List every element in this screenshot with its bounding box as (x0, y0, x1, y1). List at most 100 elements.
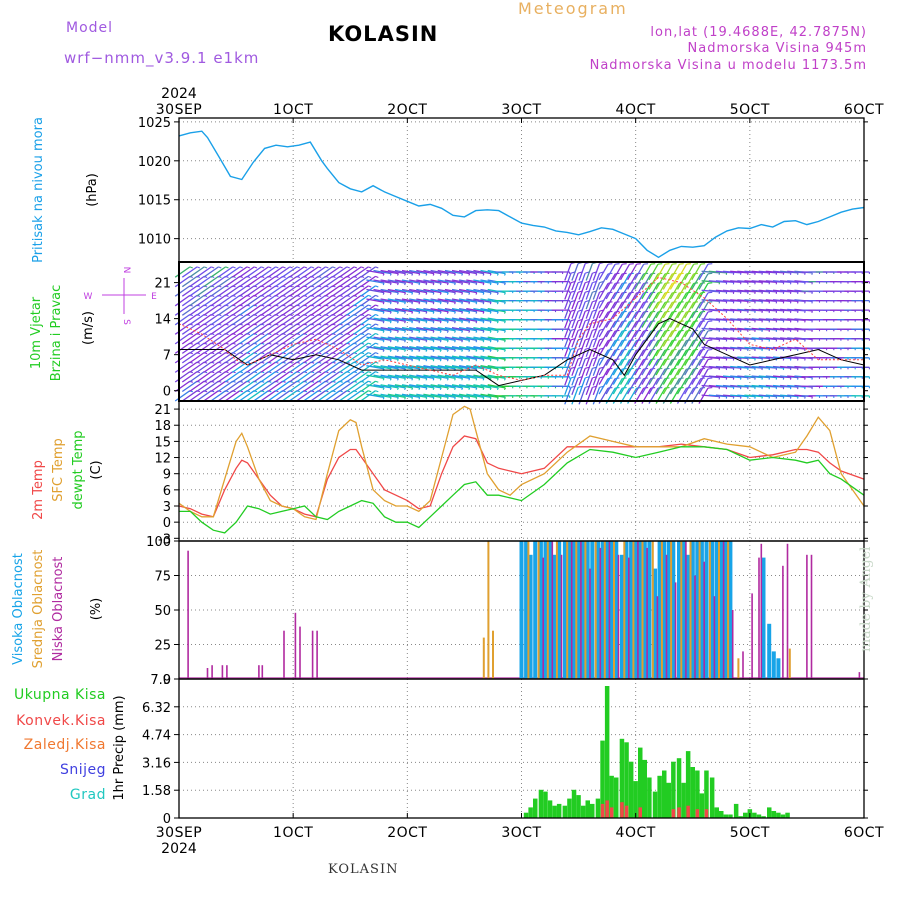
precip-total-bar (600, 740, 605, 818)
wind-barb (627, 359, 638, 376)
cloud-mid-bar (623, 541, 626, 679)
wind-barb (592, 272, 601, 291)
wind-barb-feather (368, 390, 372, 393)
wind-barb (430, 384, 449, 389)
wind-barb-feather (739, 320, 742, 323)
wind-barb (592, 330, 601, 348)
wind-barb (267, 390, 284, 402)
wind-barb (387, 374, 406, 380)
wind-barb (310, 380, 326, 393)
wind-barb (296, 332, 312, 345)
wind-barb (203, 380, 219, 393)
wind-barb-feather (368, 294, 372, 298)
cloud-high-bar (624, 541, 629, 679)
wind-barb (253, 275, 269, 288)
wind-barb (648, 311, 659, 328)
wind-barb (466, 317, 485, 322)
wind-barb-feather (665, 263, 670, 265)
wind-barb (430, 317, 449, 322)
wind-barb-feather (425, 359, 428, 362)
wind-barb (444, 298, 463, 303)
wind-barb-feather (461, 292, 464, 295)
wind-barb-feather (432, 311, 435, 314)
wind-barb (564, 301, 572, 319)
y-tick-label: 0 (163, 812, 171, 827)
cloud-high-bar (567, 541, 572, 679)
wind-barb (260, 266, 276, 278)
wind-barb (260, 371, 276, 383)
wind-barb (274, 390, 291, 402)
precip-total-bar (666, 782, 671, 818)
wind-barb (246, 313, 262, 326)
precip-total-bar (638, 747, 643, 818)
wind-barb-feather (804, 291, 806, 295)
wind-barb (303, 294, 319, 307)
wind-barb (353, 313, 369, 326)
wind-barb (239, 342, 255, 354)
wind-barb (451, 279, 470, 284)
wind-barb (430, 336, 449, 341)
wind-barb (578, 330, 586, 348)
cloud-low-bar (589, 568, 591, 679)
wind-barb (458, 269, 477, 275)
wind-barb (274, 294, 291, 307)
footer-station: KOLASIN (328, 862, 399, 877)
wind-barb (239, 266, 255, 278)
wind-barb (578, 310, 586, 329)
precip-total-bar (523, 812, 529, 818)
wind-barb (380, 326, 399, 332)
wind-barb (598, 368, 609, 385)
wind-barb-feather (446, 282, 449, 286)
wind-barb-feather (739, 396, 742, 399)
wind-barb (473, 393, 492, 399)
wind-barb-feather (332, 266, 336, 269)
wind-barb (246, 275, 262, 288)
precip-total-bar (590, 803, 595, 818)
wind-barb (684, 359, 695, 376)
wind-barb (373, 269, 392, 275)
wind-barb (196, 342, 212, 354)
wind-barb (387, 393, 406, 399)
wind-barb-feather (246, 266, 251, 269)
wind-barb (217, 285, 234, 297)
y-tick-label: 14 (154, 313, 171, 328)
wind-barb-feather (672, 263, 677, 265)
wind-barb (423, 269, 442, 275)
x-tick-label-bottom: 6OCT (844, 825, 884, 841)
precip-total-bar (695, 770, 700, 818)
wind-barb (224, 304, 241, 316)
precip-conv-bar (695, 809, 700, 818)
wind-barb (296, 313, 312, 326)
wind-barb (394, 288, 413, 294)
cloud-mid-bar (555, 541, 558, 679)
wind-barb (360, 285, 376, 297)
cloud-low-bar (283, 630, 285, 679)
wind-barb (317, 332, 333, 345)
wind-barb-feather (446, 349, 449, 352)
wind-barb (598, 311, 609, 328)
wind-barb (317, 371, 333, 383)
wind-barb (437, 279, 456, 284)
precip-total-bar (685, 751, 691, 818)
wind-barb (444, 374, 463, 380)
wind-barb (331, 323, 348, 335)
precip-legend-item: Grad (70, 787, 106, 803)
wind-barb (676, 273, 688, 290)
wind-barb (387, 317, 406, 322)
wind-barb (423, 279, 442, 284)
wind-barb (585, 377, 594, 396)
wind-barb (196, 371, 212, 383)
wind-barb (338, 285, 355, 297)
wind-barb-feather (475, 387, 478, 391)
wind-barb (189, 304, 205, 316)
wind-barb (401, 307, 420, 313)
wind-barb (296, 342, 312, 354)
wind-barb-feather (739, 386, 742, 390)
wind-barb-feather (782, 367, 785, 371)
wind-barb (246, 380, 262, 393)
wind-barb (585, 301, 594, 319)
altitude-text: Nadmorska Visina 945m (687, 41, 867, 56)
wind-barb (480, 365, 499, 370)
wind-barb (331, 313, 348, 326)
